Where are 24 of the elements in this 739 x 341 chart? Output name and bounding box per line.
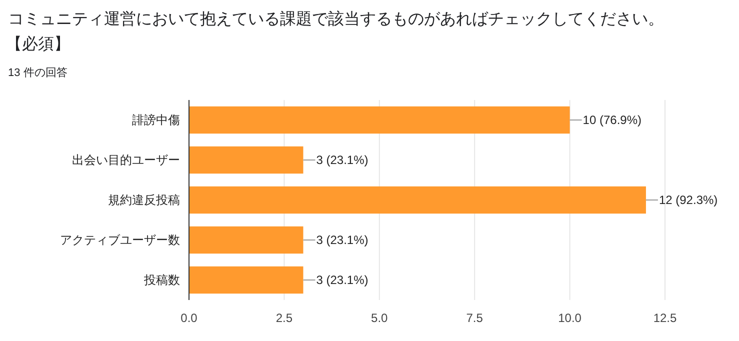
y-tick-label: 誹謗中傷 [132,113,180,128]
data-label: 10 (76.9%) [582,113,642,128]
x-tick-label: 0.0 [180,311,198,325]
bar [189,106,570,134]
x-tick-label: 2.5 [276,311,293,325]
x-tick-label: 10.0 [558,311,582,325]
y-tick-label: 出会い目的ユーザー [72,153,180,168]
data-label: 3 (23.1%) [316,153,368,168]
y-tick-label: 規約違反投稿 [108,193,180,208]
text: 13 件の回答 [8,67,68,79]
x-tick-label: 5.0 [371,311,388,325]
text: 【必須】 [6,35,70,53]
bar [189,266,304,294]
bar [189,186,646,214]
data-label: 3 (23.1%) [316,233,368,248]
bar [189,226,304,254]
bar [189,146,304,174]
data-label: 3 (23.1%) [316,273,368,288]
x-tick-label: 12.5 [653,311,677,325]
y-tick-label: 投稿数 [143,273,180,288]
x-tick-label: 7.5 [466,311,484,325]
y-tick-label: アクティブユーザー数 [60,233,180,248]
chart-title: コミュニティ運営において抱えている課題で該当するものがあればチェックしてください。 [8,10,664,28]
data-label: 12 (92.3%) [658,193,718,208]
